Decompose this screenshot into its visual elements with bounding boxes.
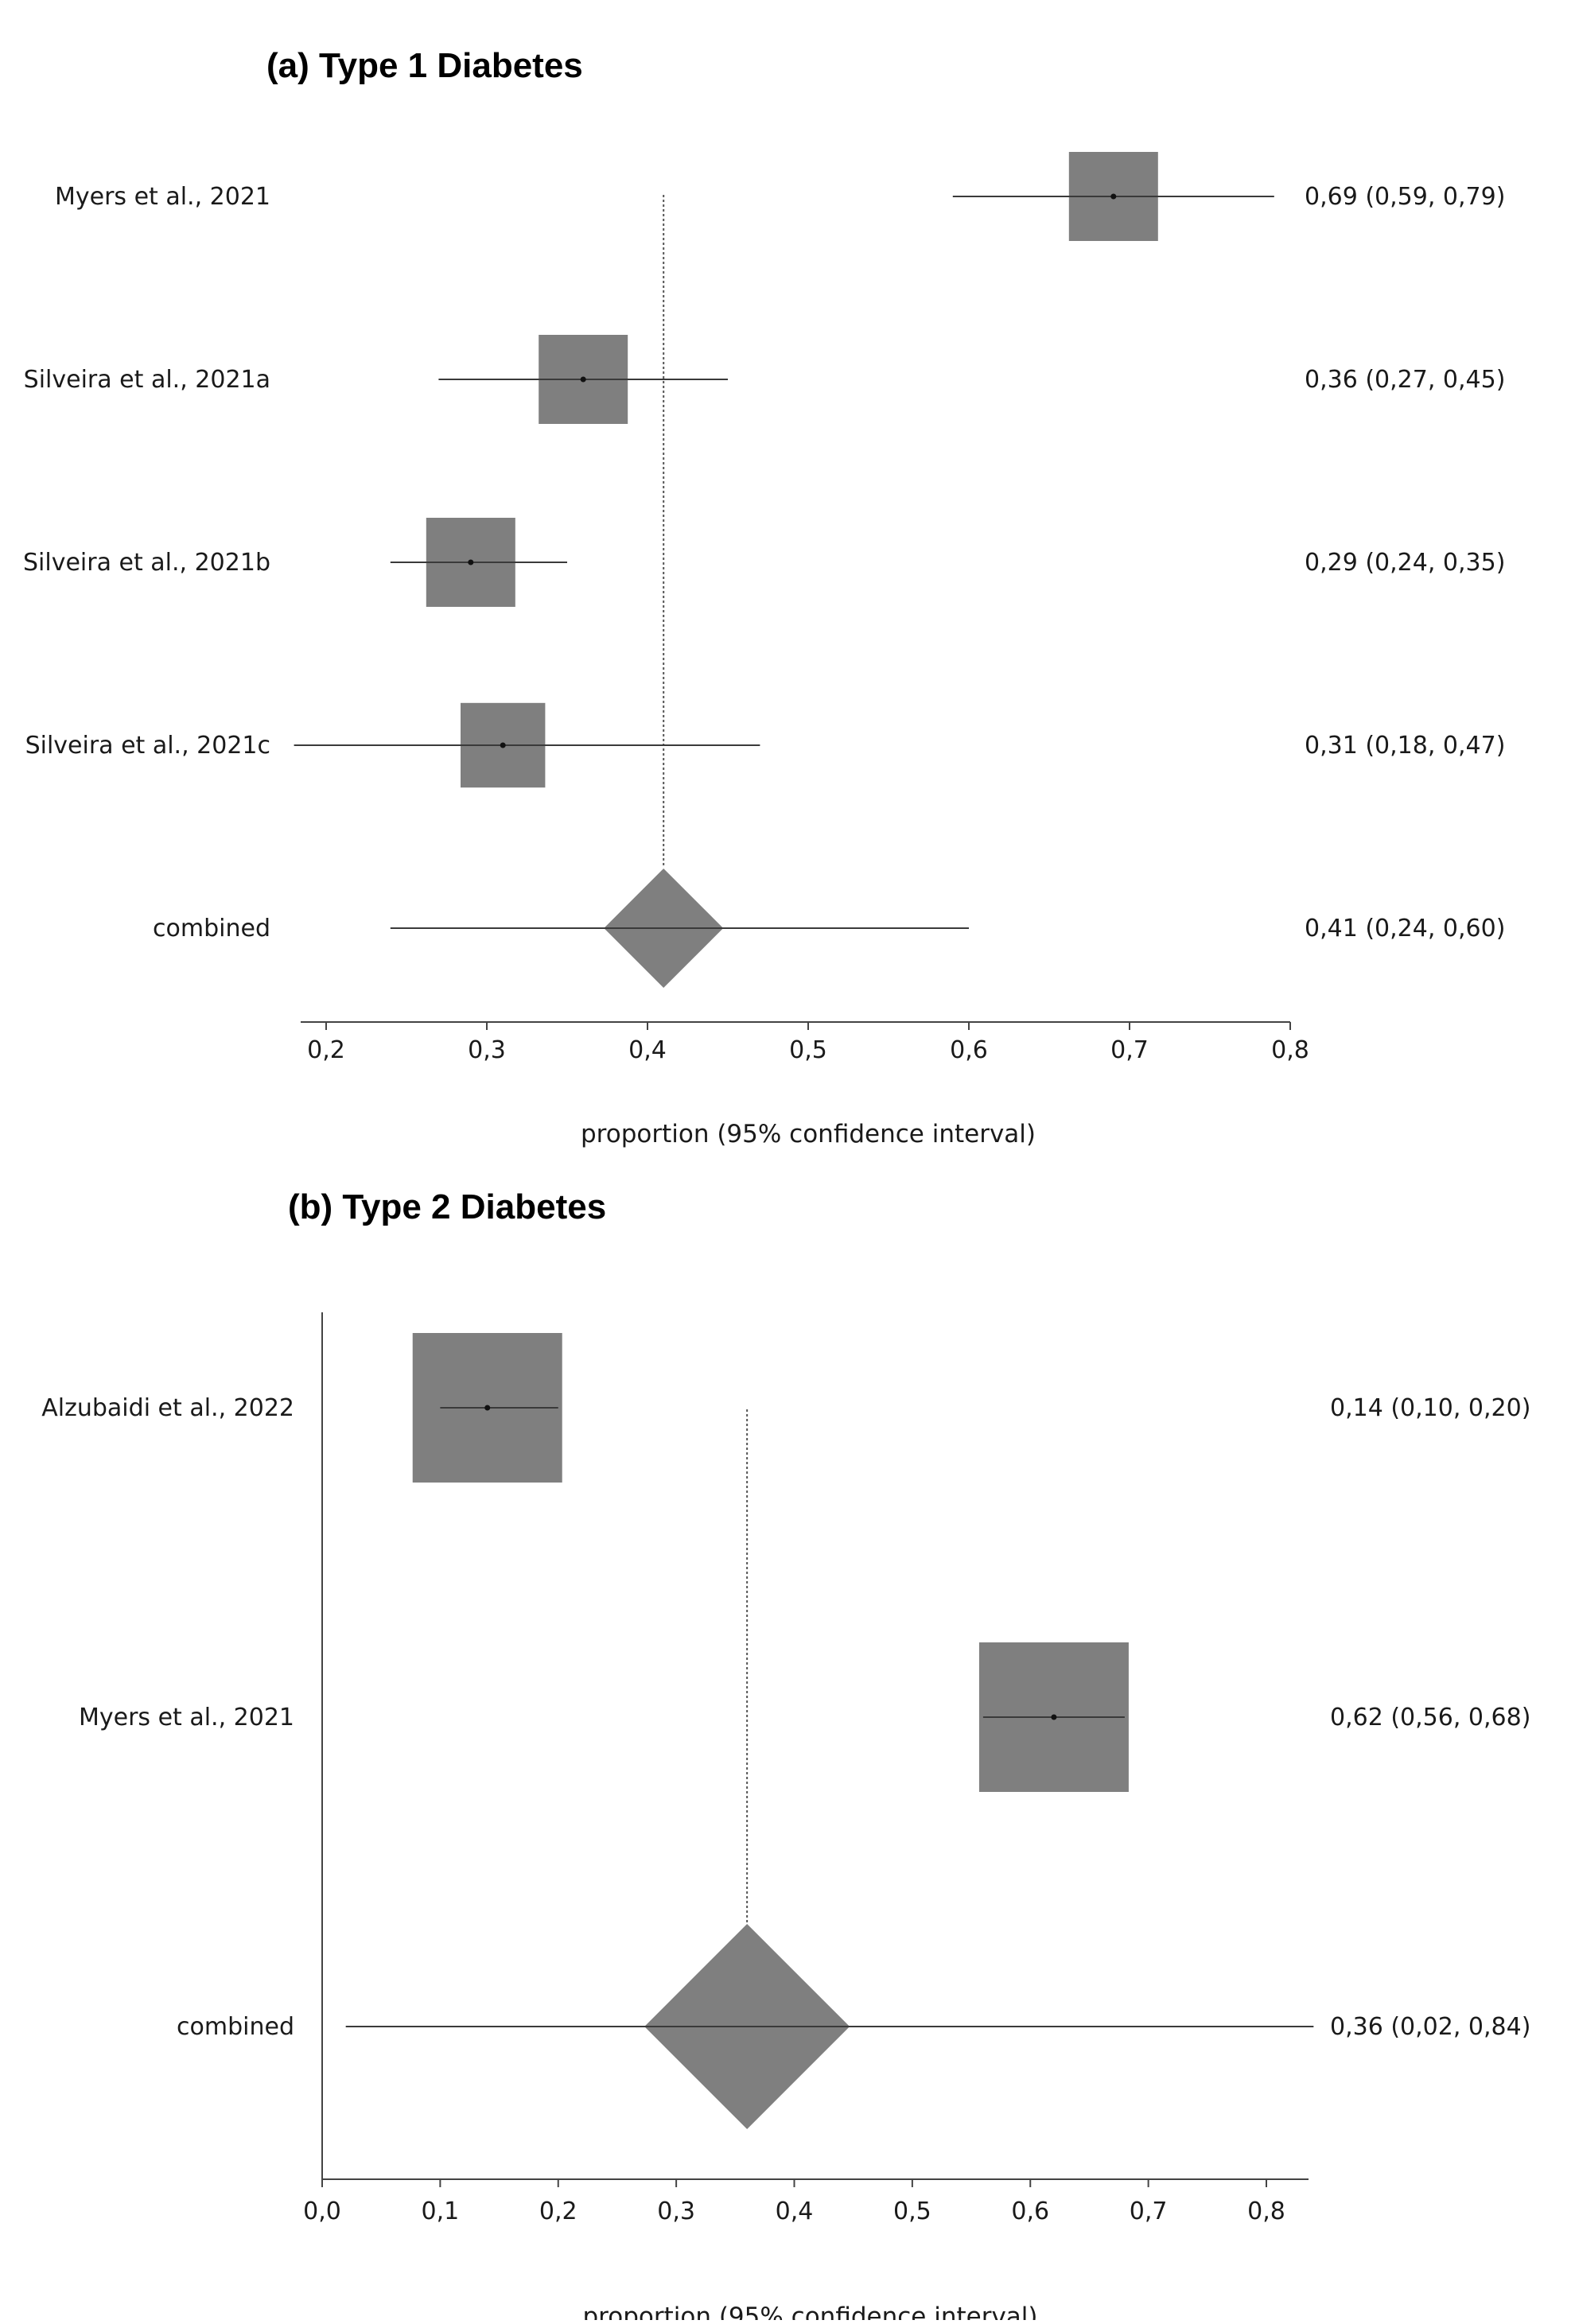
point-estimate <box>1051 1714 1057 1720</box>
study-label: Silveira et al., 2021a <box>24 366 270 394</box>
study-estimate-text: 0,36 (0,27, 0,45) <box>1305 366 1505 394</box>
study-label: Myers et al., 2021 <box>79 1704 294 1731</box>
study-label: Alzubaidi et al., 2022 <box>41 1394 294 1422</box>
combined-row: combined 0,41 (0,24, 0,60) <box>153 869 1505 988</box>
study-row: Myers et al., 2021 0,69 (0,59, 0,79) <box>55 152 1505 241</box>
x-axis-title: proportion (95% confidence interval) <box>581 1120 1036 1148</box>
x-tick-label: 0,8 <box>1271 1036 1309 1064</box>
chart-title: (b) Type 2 Diabetes <box>288 1187 606 1226</box>
study-estimate-text: 0,31 (0,18, 0,47) <box>1305 732 1505 760</box>
panel-type-2-diabetes: (b) Type 2 Diabetes Alzubaidi et al., 202… <box>41 1187 1530 2324</box>
study-label: Silveira et al., 2021b <box>23 549 270 577</box>
study-row: Silveira et al., 2021c 0,31 (0,18, 0,47) <box>25 702 1505 788</box>
point-estimate <box>580 376 586 383</box>
x-tick-label: 0,6 <box>1011 2198 1049 2225</box>
x-tick-label: 0,1 <box>422 2198 460 2225</box>
x-tick-label: 0,7 <box>1130 2198 1168 2225</box>
study-label: Silveira et al., 2021c <box>25 732 270 760</box>
x-tick-label: 0,5 <box>789 1036 827 1064</box>
combined-label: combined <box>177 2013 294 2041</box>
study-estimate-text: 0,29 (0,24, 0,35) <box>1305 549 1505 577</box>
combined-row: combined 0,36 (0,02, 0,84) <box>177 1924 1530 2129</box>
combined-estimate-text: 0,41 (0,24, 0,60) <box>1305 915 1505 942</box>
study-label: Myers et al., 2021 <box>55 183 270 211</box>
x-tick-label: 0,2 <box>539 2198 578 2225</box>
x-tick-label: 0,5 <box>893 2198 931 2225</box>
point-estimate <box>1110 193 1117 200</box>
x-tick-label: 0,4 <box>776 2198 814 2225</box>
combined-estimate-text: 0,36 (0,02, 0,84) <box>1330 2013 1530 2041</box>
chart-title: (a) Type 1 Diabetes <box>266 46 583 85</box>
combined-label: combined <box>153 915 270 942</box>
study-estimate-text: 0,62 (0,56, 0,68) <box>1330 1704 1530 1731</box>
x-tick-label: 0,7 <box>1110 1036 1149 1064</box>
study-row: Silveira et al., 2021a 0,36 (0,27, 0,45) <box>24 335 1505 424</box>
panel-type-1-diabetes: (a) Type 1 Diabetes Myers et al., 2021 0,6… <box>23 46 1505 1148</box>
x-tick-label: 0,8 <box>1247 2198 1285 2225</box>
x-tick-label: 0,2 <box>307 1036 345 1064</box>
x-tick-label: 0,0 <box>303 2198 341 2225</box>
point-estimate <box>468 559 474 565</box>
x-tick-label: 0,6 <box>950 1036 988 1064</box>
study-row: Alzubaidi et al., 2022 0,14 (0,10, 0,20) <box>41 1333 1530 1483</box>
x-tick-label: 0,3 <box>468 1036 506 1064</box>
study-estimate-text: 0,14 (0,10, 0,20) <box>1330 1394 1530 1422</box>
x-axis-title: proportion (95% confidence interval) <box>582 2303 1037 2320</box>
x-tick-label: 0,4 <box>628 1036 667 1064</box>
x-tick-label: 0,3 <box>657 2198 695 2225</box>
study-row: Silveira et al., 2021b 0,29 (0,24, 0,35) <box>23 518 1505 607</box>
study-row: Myers et al., 2021 0,62 (0,56, 0,68) <box>79 1642 1530 1792</box>
study-estimate-text: 0,69 (0,59, 0,79) <box>1305 183 1505 211</box>
point-estimate <box>500 742 506 748</box>
point-estimate <box>484 1405 491 1411</box>
